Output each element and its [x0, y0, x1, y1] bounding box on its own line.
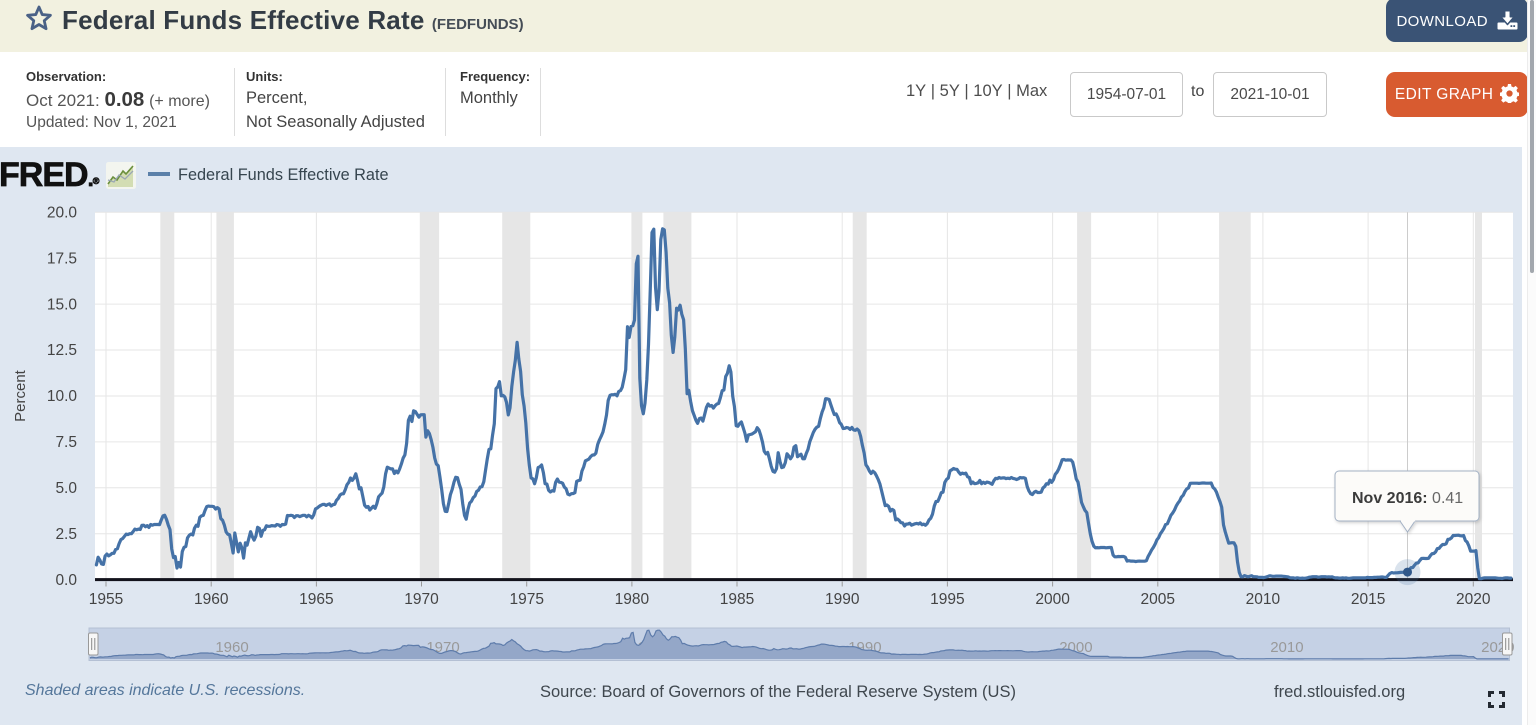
svg-text:2020: 2020	[1456, 591, 1491, 608]
svg-text:1970: 1970	[404, 591, 439, 608]
svg-text:Nov 2016: 0.41: Nov 2016: 0.41	[1352, 490, 1463, 507]
svg-text:2010: 2010	[1246, 591, 1281, 608]
svg-text:1965: 1965	[299, 591, 333, 608]
svg-text:17.5: 17.5	[47, 250, 77, 267]
svg-text:1960: 1960	[215, 639, 248, 656]
svg-text:1980: 1980	[615, 591, 650, 608]
svg-text:7.5: 7.5	[55, 434, 77, 451]
svg-text:2005: 2005	[1141, 591, 1175, 608]
svg-text:5.0: 5.0	[55, 480, 77, 497]
svg-text:2015: 2015	[1351, 591, 1385, 608]
svg-text:12.5: 12.5	[47, 342, 77, 359]
svg-text:20.0: 20.0	[47, 205, 78, 222]
svg-text:2.5: 2.5	[55, 526, 77, 543]
svg-text:2000: 2000	[1035, 591, 1070, 608]
svg-text:10.0: 10.0	[47, 388, 78, 405]
svg-text:1955: 1955	[89, 591, 123, 608]
svg-text:1960: 1960	[194, 591, 229, 608]
svg-text:1990: 1990	[825, 591, 860, 608]
svg-text:1995: 1995	[930, 591, 964, 608]
svg-text:1985: 1985	[720, 591, 754, 608]
svg-text:2010: 2010	[1270, 639, 1303, 656]
svg-text:1975: 1975	[509, 591, 543, 608]
svg-text:15.0: 15.0	[47, 296, 78, 313]
svg-text:0.0: 0.0	[55, 572, 77, 589]
svg-text:Percent: Percent	[12, 369, 29, 422]
